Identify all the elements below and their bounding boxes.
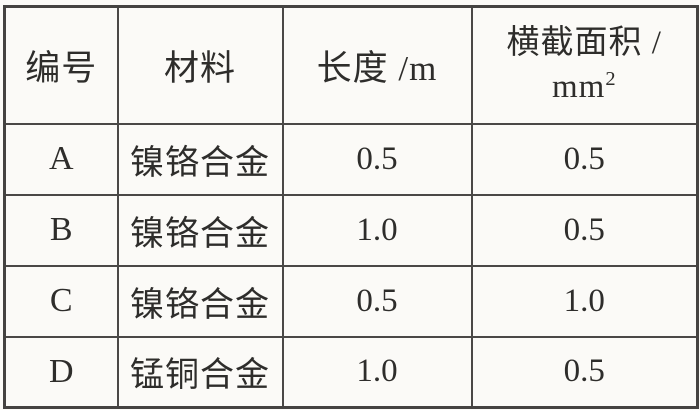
row-d-material: 锰铜合金: [116, 335, 284, 409]
column-header-area-label: 横截面积 / mm2: [473, 21, 697, 110]
area-unit-exponent: 2: [605, 68, 617, 91]
materials-table: 编号 材料 长度 /m 横截面积 / mm2 A 镍铬合金: [3, 5, 699, 409]
row-c-area: 1.0: [470, 264, 699, 338]
column-header-area-line1: 横截面积 /: [506, 24, 662, 61]
table-row-a: A 镍铬合金 0.5 0.5: [3, 122, 699, 196]
row-a-material: 镍铬合金: [116, 122, 284, 196]
row-c-material: 镍铬合金: [116, 264, 284, 338]
table-row-d: D 锰铜合金 1.0 0.5: [3, 335, 699, 409]
column-header-area-line2: mm2: [473, 65, 697, 110]
row-a-id: A: [3, 122, 119, 196]
column-header-id: 编号: [3, 5, 119, 125]
table-row-b: B 镍铬合金 1.0 0.5: [3, 193, 699, 267]
column-header-id-label: 编号: [25, 48, 98, 88]
row-d-length: 1.0: [281, 335, 473, 409]
column-header-area: 横截面积 / mm2: [470, 5, 699, 125]
area-unit-base: mm: [551, 69, 606, 106]
row-c-length: 0.5: [281, 264, 473, 338]
table-header-row: 编号 材料 长度 /m 横截面积 / mm2: [3, 5, 699, 125]
column-header-material-label: 材料: [163, 48, 236, 88]
row-b-id: B: [3, 193, 119, 267]
row-a-length: 0.5: [281, 122, 473, 196]
row-b-material: 镍铬合金: [116, 193, 284, 267]
table-row-c: C 镍铬合金 0.5 1.0: [3, 264, 699, 338]
row-c-id: C: [3, 264, 119, 338]
row-d-area: 0.5: [470, 335, 699, 409]
row-b-length: 1.0: [281, 193, 473, 267]
row-a-area: 0.5: [470, 122, 699, 196]
row-b-area: 0.5: [470, 193, 699, 267]
column-header-material: 材料: [116, 5, 284, 125]
row-d-id: D: [3, 335, 119, 409]
column-header-length: 长度 /m: [281, 5, 473, 125]
column-header-length-label: 长度 /m: [316, 48, 438, 88]
